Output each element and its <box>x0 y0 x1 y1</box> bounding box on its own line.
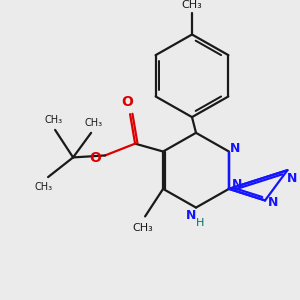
Text: CH₃: CH₃ <box>84 118 102 128</box>
Text: CH₃: CH₃ <box>34 182 52 192</box>
Text: N: N <box>230 142 240 155</box>
Text: N: N <box>268 196 278 209</box>
Text: O: O <box>89 152 101 165</box>
Text: N: N <box>186 209 196 222</box>
Text: CH₃: CH₃ <box>133 223 154 233</box>
Text: N: N <box>287 172 298 184</box>
Text: CH₃: CH₃ <box>44 115 62 125</box>
Text: N: N <box>232 178 242 191</box>
Text: O: O <box>121 95 133 110</box>
Text: CH₃: CH₃ <box>182 0 203 10</box>
Text: H: H <box>196 218 204 228</box>
